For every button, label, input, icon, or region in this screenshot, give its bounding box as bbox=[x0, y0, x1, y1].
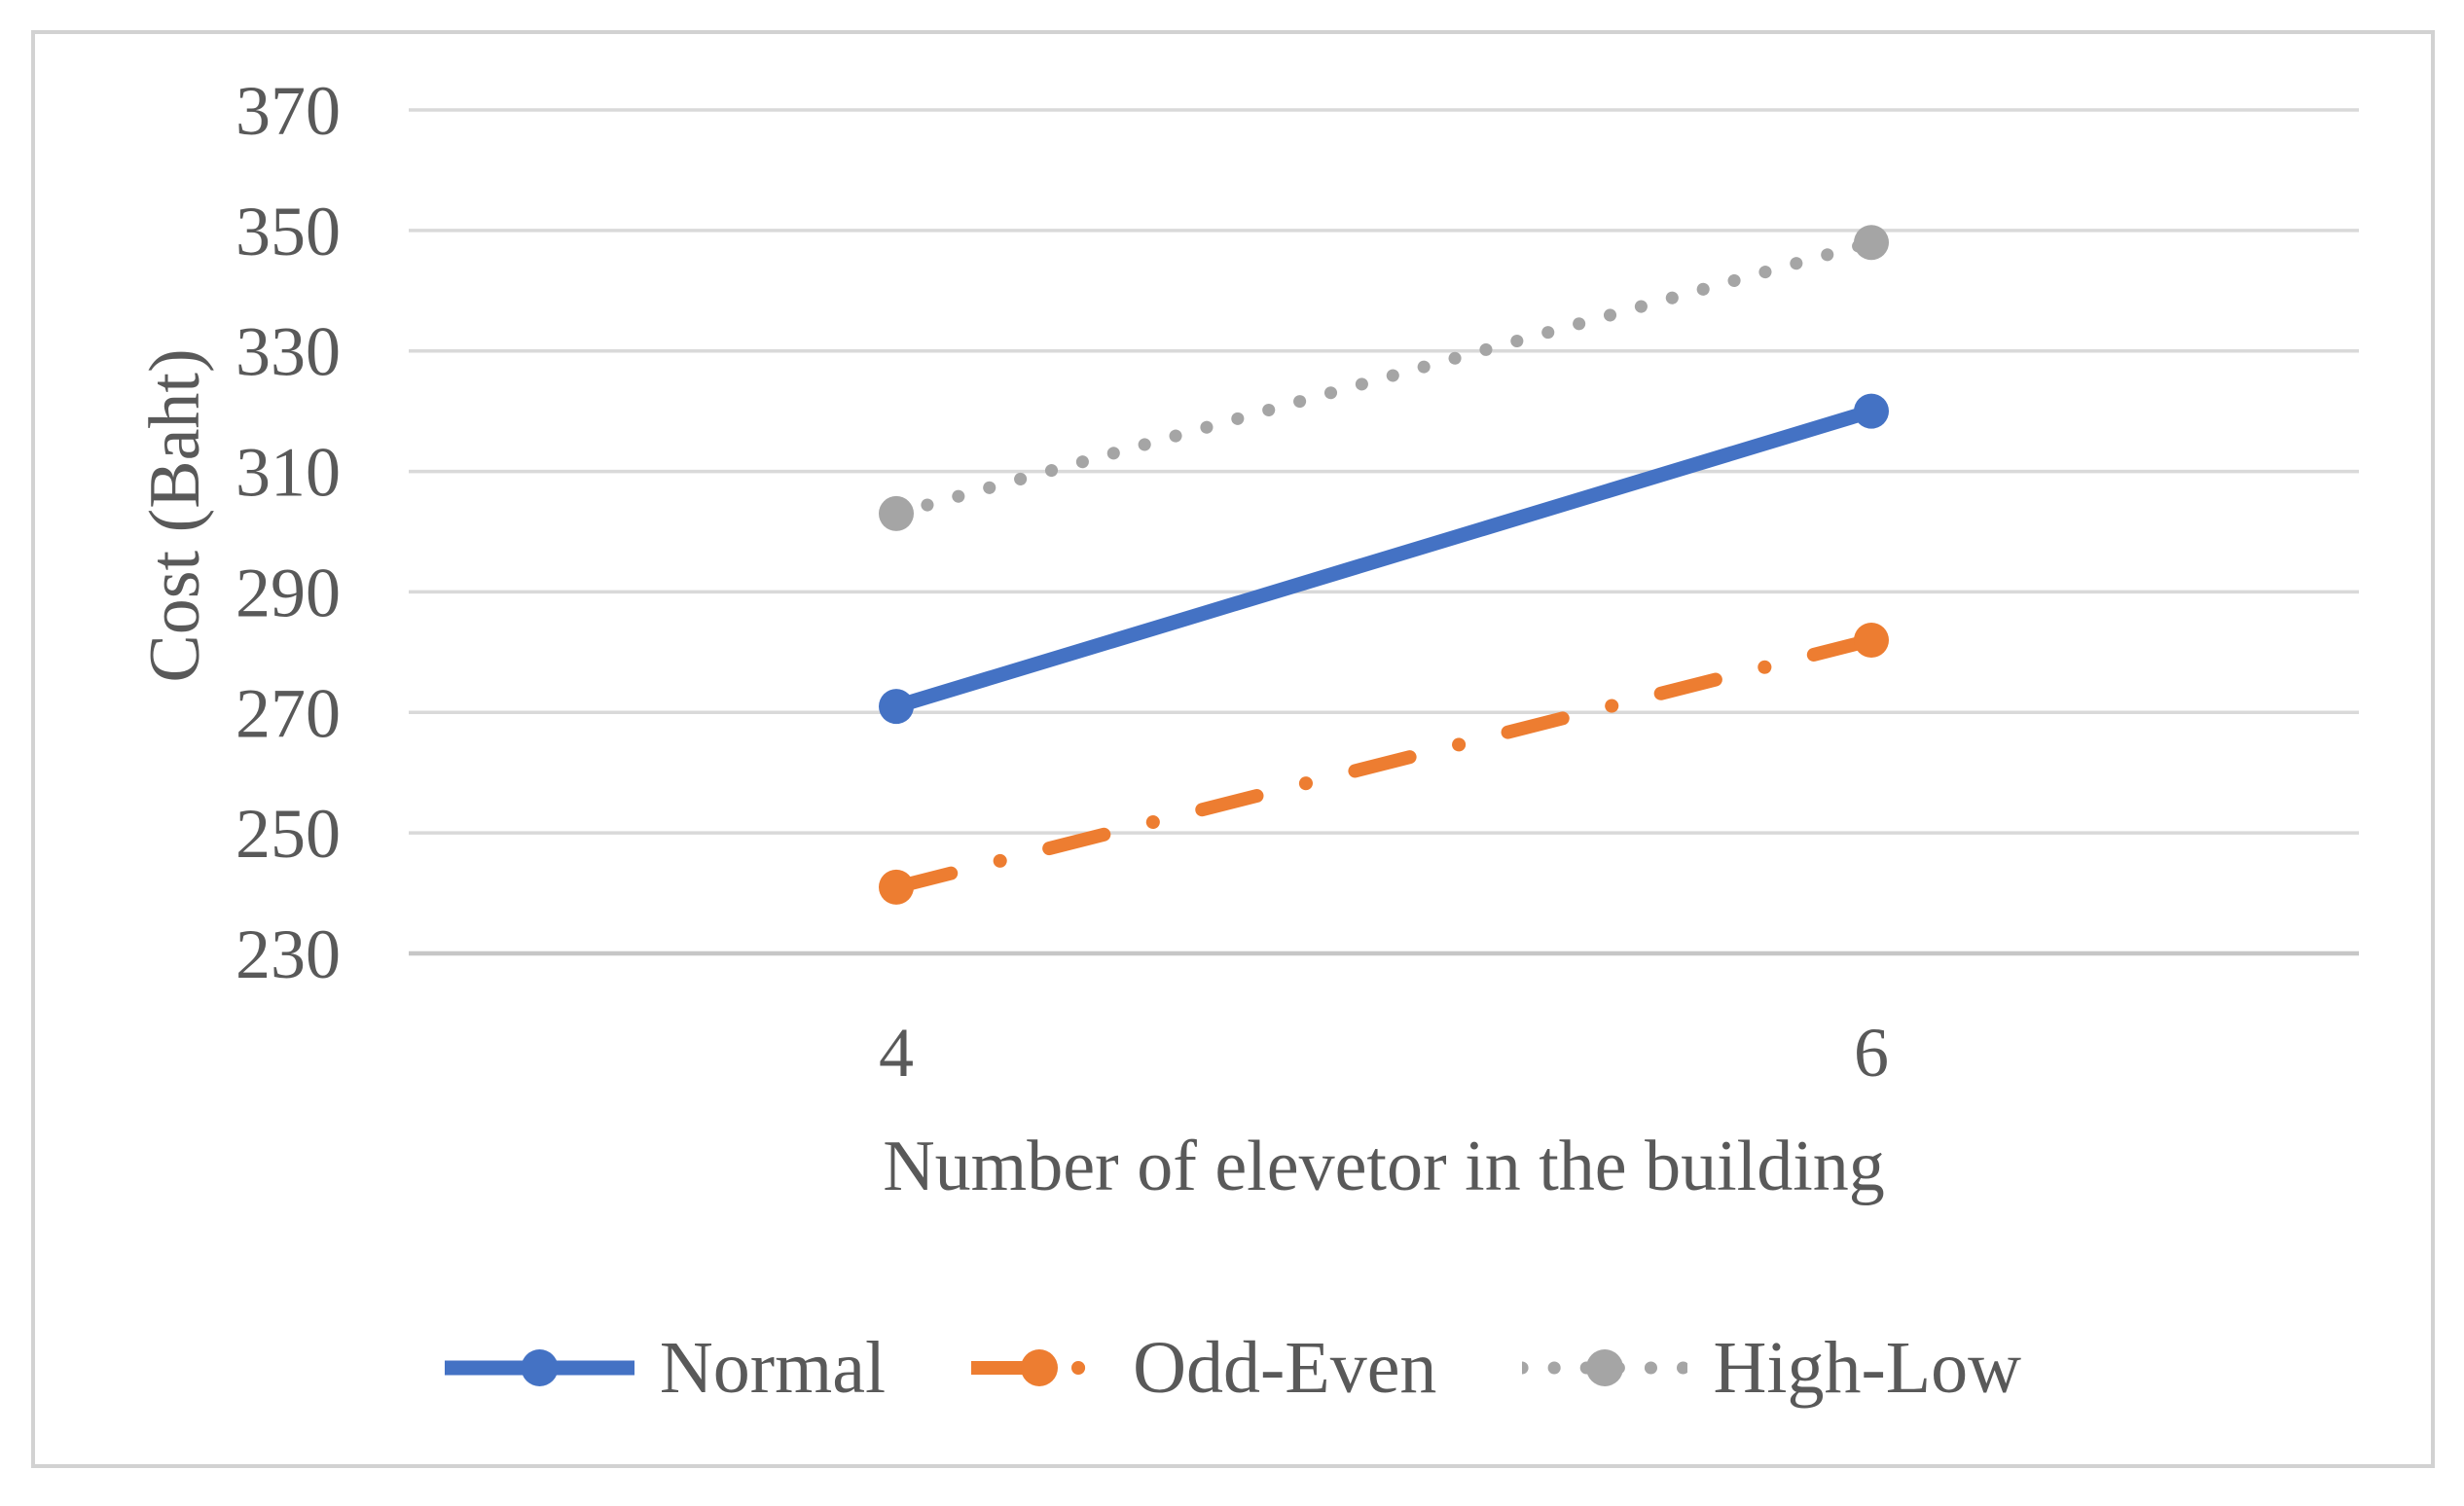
legend-item-normal: Normal bbox=[444, 1327, 887, 1409]
x-axis-title: Number of elevetor in the building bbox=[883, 1127, 1885, 1206]
y-tick-label: 250 bbox=[236, 795, 341, 873]
y-tick-label: 330 bbox=[236, 313, 341, 391]
legend-label-normal: Normal bbox=[659, 1327, 887, 1409]
y-axis-title: Cost (Baht) bbox=[135, 348, 215, 683]
series-line-high-low bbox=[889, 235, 1878, 520]
x-tick-label: 6 bbox=[1854, 1014, 1889, 1092]
data-point-marker-normal bbox=[879, 689, 914, 725]
data-point-marker-high-low bbox=[879, 495, 914, 531]
legend-marker-dot bbox=[521, 1349, 559, 1386]
legend-item-high-low: High-Low bbox=[1522, 1331, 2021, 1405]
data-point-marker-odd-even bbox=[879, 869, 914, 905]
y-tick-label: 290 bbox=[236, 554, 341, 631]
data-point-marker-odd-even bbox=[1854, 622, 1889, 658]
normal-line-swatch-icon bbox=[444, 1349, 634, 1386]
odd-even-line-swatch-icon bbox=[971, 1349, 1108, 1386]
y-tick-label: 350 bbox=[236, 193, 341, 270]
y-tick-label: 370 bbox=[236, 72, 341, 150]
y-tick-label: 270 bbox=[236, 674, 341, 752]
series-line-normal bbox=[888, 404, 1879, 714]
legend-label-high-low: High-Low bbox=[1713, 1327, 2022, 1409]
data-point-marker-normal bbox=[1854, 393, 1889, 429]
legend-marker-dot bbox=[1021, 1349, 1059, 1386]
y-tick-label: 230 bbox=[236, 915, 341, 993]
data-point-marker-high-low bbox=[1854, 225, 1889, 261]
high-low-line-swatch-icon bbox=[1522, 1349, 1688, 1386]
series-line-odd-even bbox=[889, 632, 1878, 894]
chart-legend: Normal Odd-Even High-Low bbox=[35, 1300, 2431, 1436]
legend-label-odd-even: Odd-Even bbox=[1133, 1327, 1437, 1409]
x-tick-label: 4 bbox=[879, 1014, 914, 1092]
y-tick-label: 310 bbox=[236, 434, 341, 512]
figure-frame bbox=[31, 30, 2435, 1468]
legend-item-odd-even: Odd-Even bbox=[971, 1331, 1436, 1405]
legend-marker-dot bbox=[1586, 1349, 1624, 1386]
